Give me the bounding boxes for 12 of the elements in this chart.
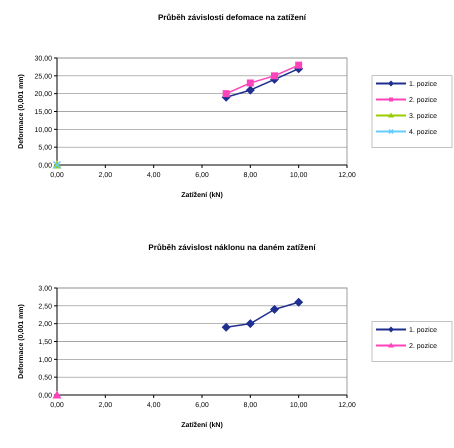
chart-title: Průběh závislosti defomace na zatížení — [158, 13, 307, 22]
point — [295, 62, 302, 69]
chart-title: Průběh závislost náklonu na daném zatížení — [148, 243, 316, 252]
point — [222, 90, 230, 98]
point — [246, 86, 255, 95]
point — [271, 72, 278, 80]
point — [294, 298, 304, 307]
point — [246, 79, 254, 86]
point — [246, 319, 255, 328]
point — [52, 390, 62, 398]
point — [270, 304, 279, 314]
point — [222, 322, 231, 332]
